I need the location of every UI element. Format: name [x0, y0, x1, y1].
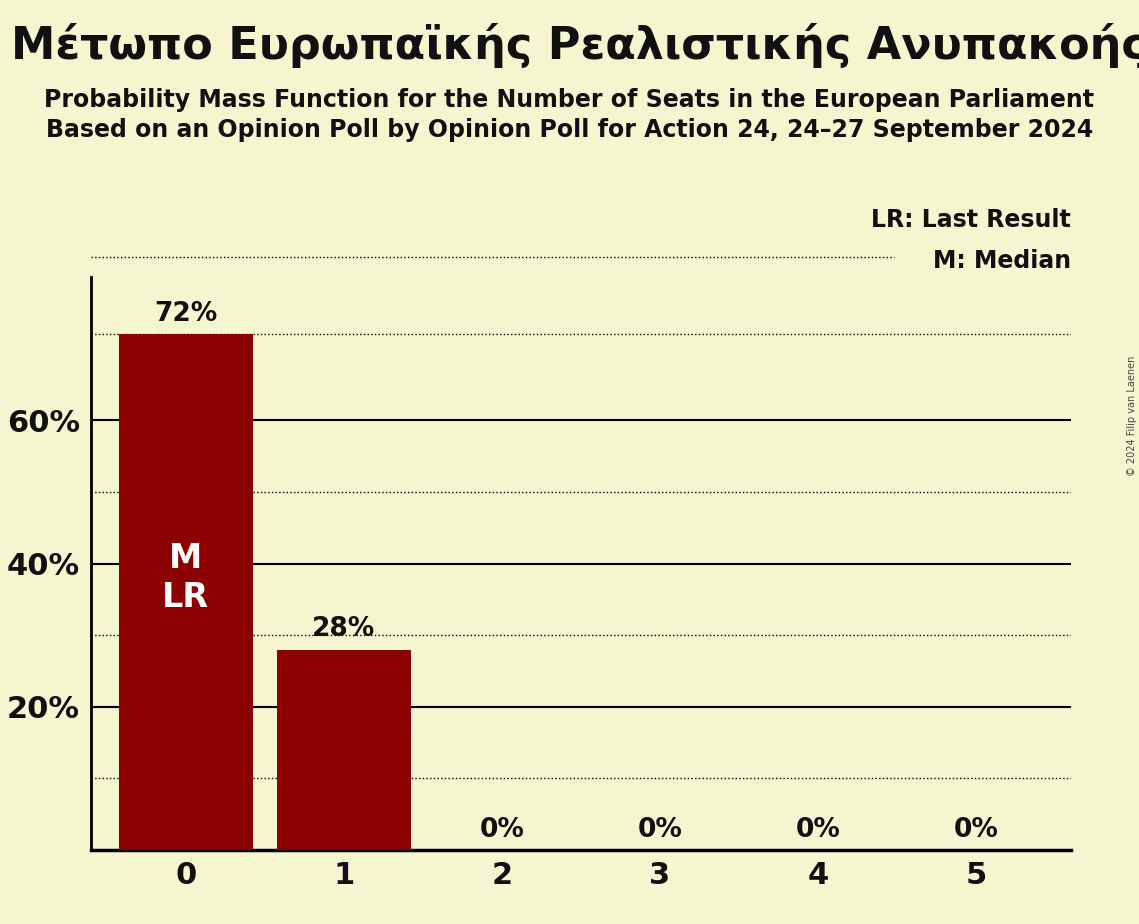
Bar — [277, 650, 411, 850]
Text: 0%: 0% — [953, 817, 998, 843]
Text: 0%: 0% — [480, 817, 524, 843]
Text: 0%: 0% — [638, 817, 682, 843]
Text: 28%: 28% — [312, 616, 376, 642]
Text: Μέτωπο Ευρωπαϊκής Ρεαλιστικής Ανυπακοής (GUE/NGL): Μέτωπο Ευρωπαϊκής Ρεαλιστικής Ανυπακοής … — [11, 23, 1139, 68]
Text: M: Median: M: Median — [933, 249, 1071, 274]
Text: M
LR: M LR — [163, 542, 210, 614]
Text: 0%: 0% — [795, 817, 841, 843]
Text: LR: Last Result: LR: Last Result — [871, 208, 1071, 232]
Text: Based on an Opinion Poll by Opinion Poll for Action 24, 24–27 September 2024: Based on an Opinion Poll by Opinion Poll… — [46, 118, 1093, 142]
Text: © 2024 Filip van Laenen: © 2024 Filip van Laenen — [1126, 356, 1137, 476]
Bar — [118, 334, 253, 850]
Text: 72%: 72% — [154, 301, 218, 327]
Text: Probability Mass Function for the Number of Seats in the European Parliament: Probability Mass Function for the Number… — [44, 88, 1095, 112]
